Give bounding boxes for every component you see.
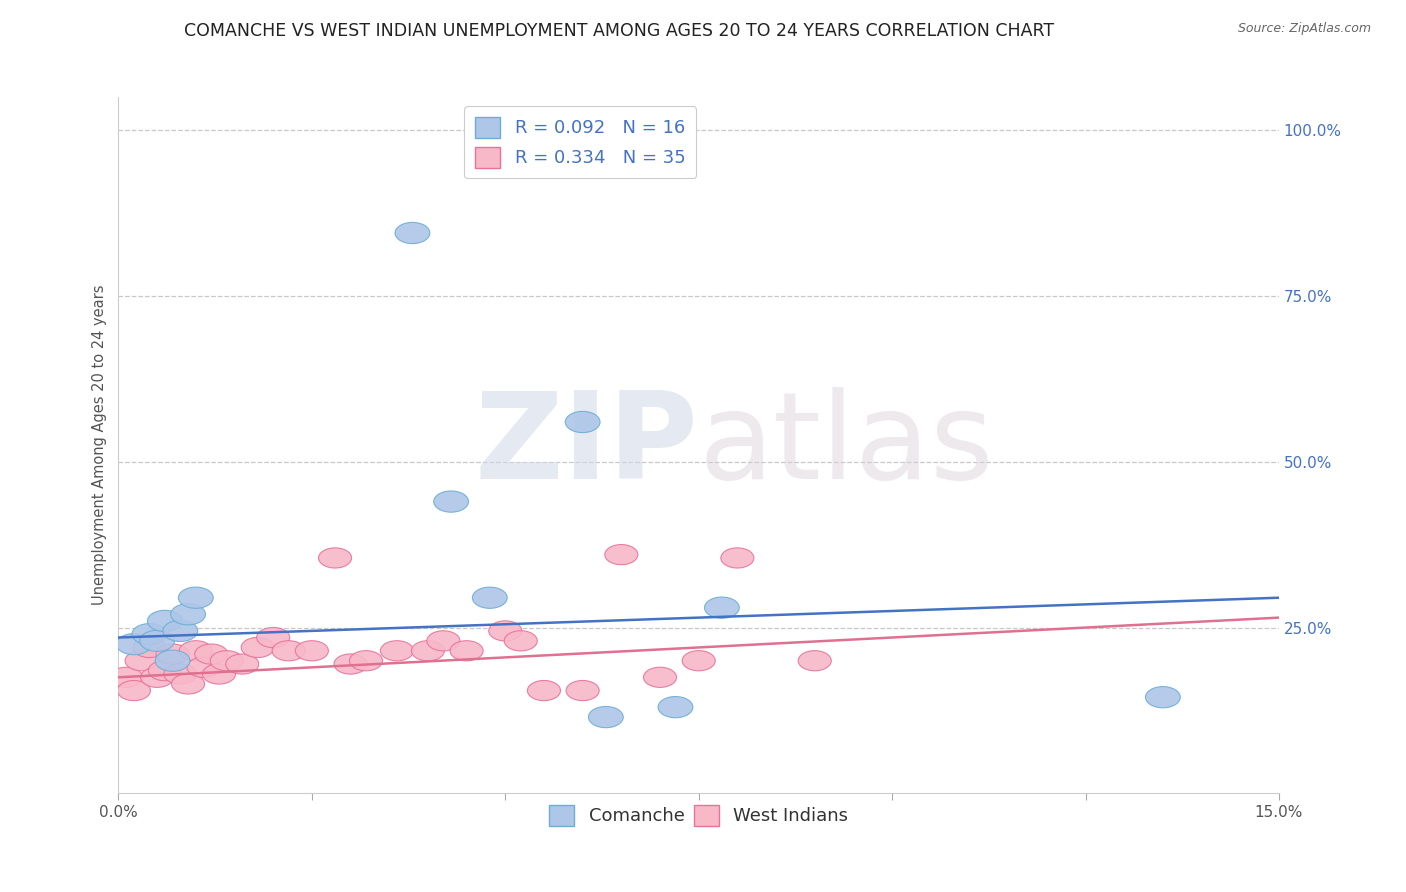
Ellipse shape xyxy=(433,491,468,512)
Ellipse shape xyxy=(335,654,367,674)
Ellipse shape xyxy=(527,681,561,700)
Ellipse shape xyxy=(170,604,205,625)
Ellipse shape xyxy=(350,650,382,671)
Ellipse shape xyxy=(141,667,174,688)
Ellipse shape xyxy=(148,661,181,681)
Ellipse shape xyxy=(156,644,190,665)
Ellipse shape xyxy=(295,640,329,661)
Ellipse shape xyxy=(132,624,167,645)
Ellipse shape xyxy=(155,650,190,672)
Ellipse shape xyxy=(273,640,305,661)
Ellipse shape xyxy=(202,664,236,684)
Ellipse shape xyxy=(132,638,166,657)
Ellipse shape xyxy=(658,697,693,718)
Ellipse shape xyxy=(242,638,274,657)
Ellipse shape xyxy=(117,681,150,700)
Ellipse shape xyxy=(226,654,259,674)
Ellipse shape xyxy=(450,640,484,661)
Ellipse shape xyxy=(567,681,599,700)
Ellipse shape xyxy=(211,650,243,671)
Ellipse shape xyxy=(110,667,143,688)
Ellipse shape xyxy=(605,544,638,565)
Text: COMANCHE VS WEST INDIAN UNEMPLOYMENT AMONG AGES 20 TO 24 YEARS CORRELATION CHART: COMANCHE VS WEST INDIAN UNEMPLOYMENT AMO… xyxy=(184,22,1053,40)
Ellipse shape xyxy=(319,548,352,568)
Ellipse shape xyxy=(721,548,754,568)
Ellipse shape xyxy=(163,620,198,641)
Ellipse shape xyxy=(412,640,444,661)
Ellipse shape xyxy=(125,650,159,671)
Ellipse shape xyxy=(682,650,716,671)
Ellipse shape xyxy=(589,706,623,728)
Text: ZIP: ZIP xyxy=(475,387,699,504)
Text: atlas: atlas xyxy=(699,387,994,504)
Ellipse shape xyxy=(395,222,430,244)
Ellipse shape xyxy=(799,650,831,671)
Ellipse shape xyxy=(139,631,174,651)
Ellipse shape xyxy=(172,673,205,694)
Text: Source: ZipAtlas.com: Source: ZipAtlas.com xyxy=(1237,22,1371,36)
Y-axis label: Unemployment Among Ages 20 to 24 years: Unemployment Among Ages 20 to 24 years xyxy=(93,285,107,606)
Ellipse shape xyxy=(644,667,676,688)
Ellipse shape xyxy=(1146,687,1180,708)
Ellipse shape xyxy=(195,644,228,665)
Ellipse shape xyxy=(565,411,600,433)
Ellipse shape xyxy=(472,587,508,608)
Ellipse shape xyxy=(117,633,152,655)
Ellipse shape xyxy=(179,587,214,608)
Legend: Comanche, West Indians: Comanche, West Indians xyxy=(541,797,856,833)
Ellipse shape xyxy=(163,664,197,684)
Ellipse shape xyxy=(148,610,183,632)
Ellipse shape xyxy=(187,657,221,677)
Ellipse shape xyxy=(704,597,740,618)
Ellipse shape xyxy=(505,631,537,651)
Ellipse shape xyxy=(427,631,460,651)
Ellipse shape xyxy=(257,627,290,648)
Ellipse shape xyxy=(180,640,212,661)
Ellipse shape xyxy=(489,621,522,641)
Ellipse shape xyxy=(381,640,413,661)
